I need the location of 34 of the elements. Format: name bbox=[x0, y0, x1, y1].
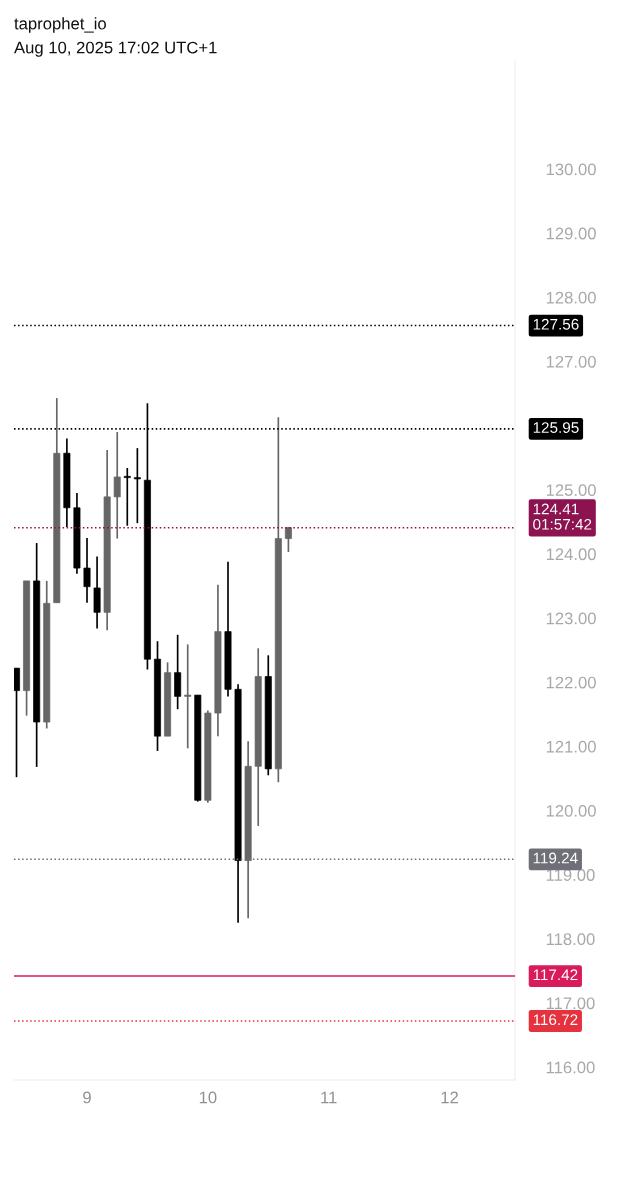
y-tick-label: 119.00 bbox=[546, 869, 595, 881]
ref-line-label: 125.95 bbox=[533, 422, 579, 433]
candlestick bbox=[174, 633, 182, 711]
chart-subtitle: Aug 10, 2025 17:02 UTC+1 bbox=[14, 41, 217, 57]
ref-line-label: 127.56 bbox=[533, 318, 579, 330]
y-tick-label: 121.00 bbox=[546, 740, 596, 753]
candlestick bbox=[184, 643, 192, 750]
y-tick-label: 128.00 bbox=[546, 291, 596, 304]
candlestick bbox=[123, 467, 131, 527]
y-tick-label: 125.00 bbox=[546, 484, 596, 497]
y-tick-label: 130.00 bbox=[546, 163, 596, 176]
y-tick-label: 116.00 bbox=[546, 1061, 595, 1074]
y-tick-label: 123.00 bbox=[546, 612, 596, 625]
y-tick-label: 129.00 bbox=[546, 227, 596, 240]
candlestick bbox=[83, 537, 91, 604]
x-tick-label: 12 bbox=[441, 1091, 458, 1104]
ref-line-label: 116.72 bbox=[533, 1014, 578, 1026]
candlestick bbox=[14, 667, 20, 779]
x-tick-label: 11 bbox=[321, 1091, 337, 1104]
candlestick bbox=[133, 447, 141, 525]
y-tick-label: 117.00 bbox=[546, 997, 595, 1010]
y-tick-label: 124.00 bbox=[546, 548, 596, 561]
ref-line-label: 117.42 bbox=[533, 969, 578, 981]
ref-line-label: 124.41 01:57:42 bbox=[533, 503, 592, 530]
y-tick-label: 122.00 bbox=[546, 676, 596, 689]
y-tick-label: 127.00 bbox=[546, 355, 596, 368]
chart-title: taprophet_io bbox=[14, 17, 106, 33]
y-tick-label: 120.00 bbox=[546, 804, 596, 817]
candlestick bbox=[284, 526, 292, 553]
ref-line-label: 119.24 bbox=[533, 852, 578, 864]
x-tick-label: 10 bbox=[199, 1091, 217, 1104]
x-tick-label: 9 bbox=[83, 1091, 91, 1104]
y-tick-label: 118.00 bbox=[546, 933, 595, 946]
candlestick bbox=[113, 431, 121, 540]
